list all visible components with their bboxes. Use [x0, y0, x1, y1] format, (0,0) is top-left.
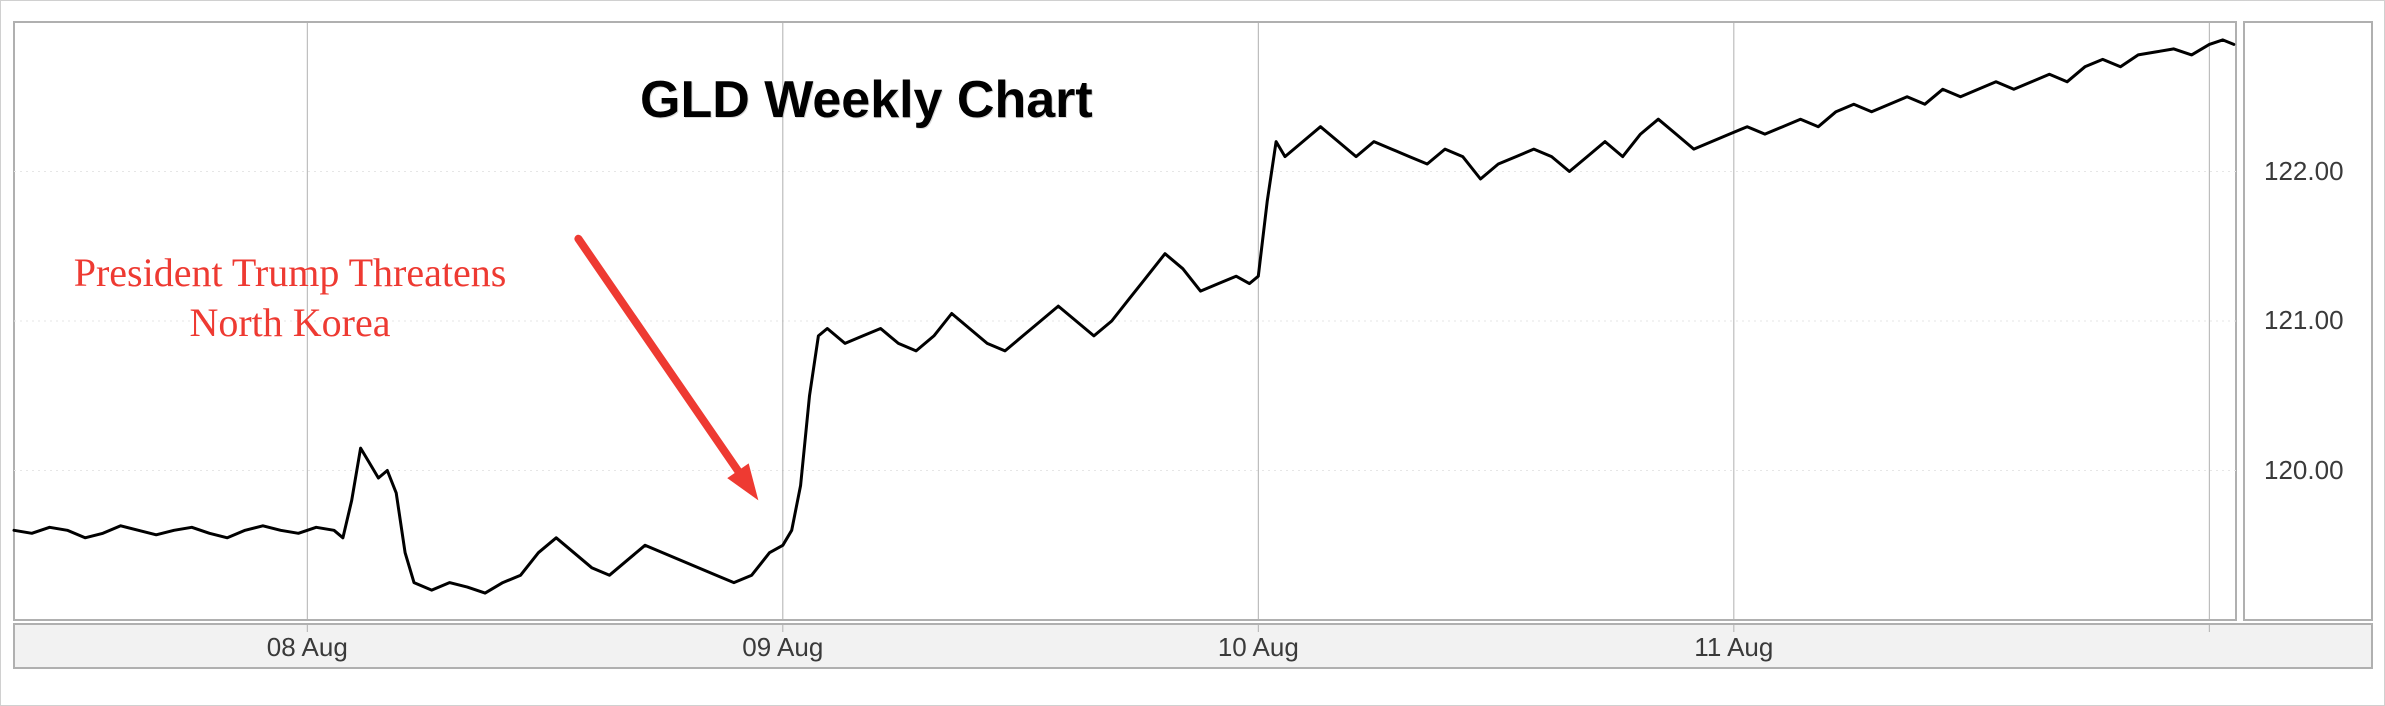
y-tick-label: 120.00	[2264, 455, 2344, 486]
chart-svg	[0, 0, 2385, 706]
y-tick-label: 121.00	[2264, 305, 2344, 336]
annotation-line2: North Korea	[74, 298, 507, 348]
x-tick-label: 08 Aug	[267, 632, 348, 663]
annotation-line1: President Trump Threatens	[74, 248, 507, 298]
x-tick-label: 11 Aug	[1694, 632, 1773, 663]
chart-container: GLD Weekly Chart President Trump Threate…	[0, 0, 2385, 706]
annotation-text: President Trump Threatens North Korea	[74, 248, 507, 348]
y-tick-label: 122.00	[2264, 156, 2344, 187]
x-tick-label: 09 Aug	[742, 632, 823, 663]
chart-title: GLD Weekly Chart	[640, 70, 1093, 130]
x-tick-label: 10 Aug	[1218, 632, 1299, 663]
